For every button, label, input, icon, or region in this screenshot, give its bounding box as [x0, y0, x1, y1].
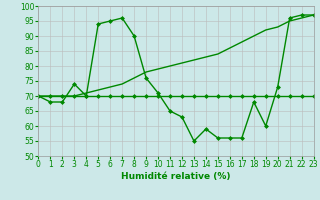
X-axis label: Humidité relative (%): Humidité relative (%)	[121, 172, 231, 181]
